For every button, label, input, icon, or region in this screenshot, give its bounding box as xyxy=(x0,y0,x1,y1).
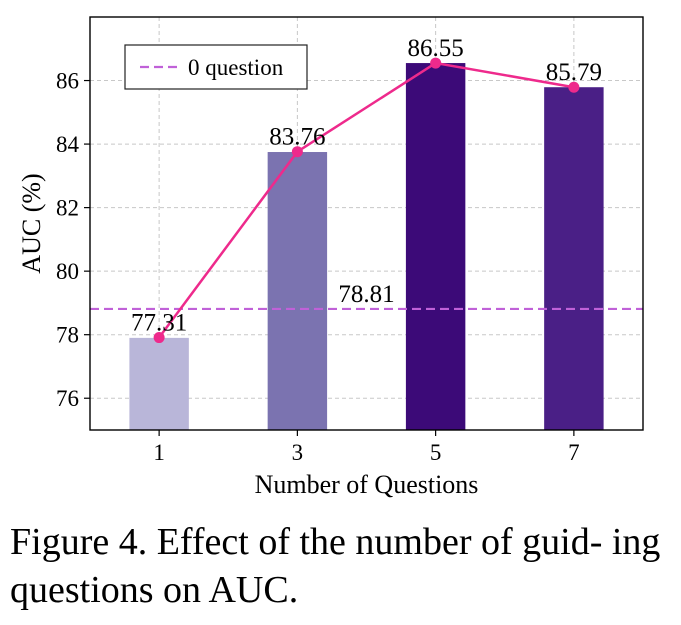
axis-ticks: 76 78 80 82 84 86 1 3 5 7 xyxy=(56,69,580,465)
data-label: 77.31 xyxy=(131,310,187,337)
line-path xyxy=(158,61,575,339)
figure-caption: Figure 4. Effect of the number of guid- … xyxy=(10,521,661,611)
x-axis-label: Number of Questions xyxy=(255,470,479,499)
y-tick-label: 82 xyxy=(56,196,79,221)
bars xyxy=(129,63,604,431)
plot-frame xyxy=(89,16,644,431)
data-label: 86.55 xyxy=(408,35,464,62)
legend: 0 question xyxy=(124,44,308,90)
bar xyxy=(267,152,328,430)
line-point xyxy=(153,332,165,344)
legend-label: 0 question xyxy=(188,55,284,80)
y-tick-label: 78 xyxy=(56,323,79,348)
auc-line-series: 77.31 83.76 86.55 85.79 xyxy=(131,35,602,344)
bar xyxy=(129,337,189,430)
x-tick-label: 3 xyxy=(292,440,304,465)
line-point xyxy=(291,146,303,158)
x-tick-label: 7 xyxy=(568,440,580,465)
x-tick-label: 5 xyxy=(430,440,442,465)
y-tick-label: 76 xyxy=(56,386,79,411)
data-label: 85.79 xyxy=(546,59,602,86)
auc-bar-line-chart: 78.81 77.31 83.76 86.55 85.79 76 78 80 82 84 86 1… xyxy=(17,16,644,499)
x-tick-label: 1 xyxy=(153,440,165,465)
bar xyxy=(405,63,466,431)
y-tick-label: 84 xyxy=(56,132,80,157)
y-tick-label: 86 xyxy=(56,69,79,94)
data-label: 83.76 xyxy=(269,124,325,151)
line-point xyxy=(430,57,442,69)
line-point xyxy=(568,81,580,93)
baseline-label: 78.81 xyxy=(338,281,394,308)
y-tick-label: 80 xyxy=(56,259,79,284)
y-axis-label: AUC (%) xyxy=(17,173,46,273)
bar xyxy=(544,87,604,431)
